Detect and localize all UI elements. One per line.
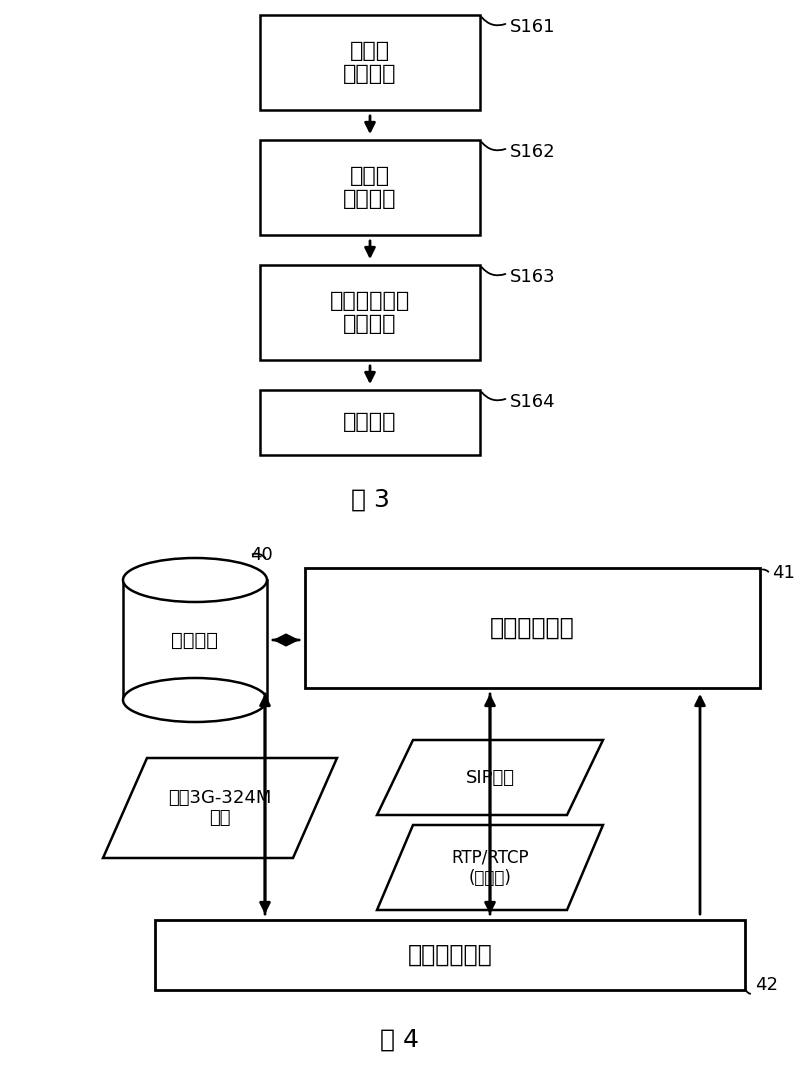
Text: 视频业务系统: 视频业务系统 [408, 943, 492, 967]
Text: S162: S162 [510, 143, 556, 161]
Text: S164: S164 [510, 393, 556, 411]
Text: 流媒体源: 流媒体源 [171, 630, 218, 650]
Ellipse shape [123, 678, 267, 723]
Text: SIP消息: SIP消息 [466, 769, 514, 787]
Ellipse shape [123, 559, 267, 602]
Polygon shape [103, 758, 337, 858]
Text: S161: S161 [510, 18, 555, 36]
Text: 41: 41 [772, 564, 795, 582]
Text: 基于3G-324M
消息: 基于3G-324M 消息 [168, 789, 272, 828]
FancyBboxPatch shape [260, 390, 480, 455]
Text: 视频流
信号获取: 视频流 信号获取 [343, 41, 397, 84]
Text: 视频测试装置: 视频测试装置 [490, 616, 575, 640]
Text: RTP/RTCP
(媒体流): RTP/RTCP (媒体流) [451, 848, 529, 887]
FancyBboxPatch shape [305, 568, 760, 688]
Text: 42: 42 [755, 976, 778, 994]
Text: 视频质量: 视频质量 [343, 413, 397, 432]
FancyBboxPatch shape [260, 265, 480, 360]
Text: 图 4: 图 4 [381, 1028, 419, 1052]
Text: 视频流
信号存储: 视频流 信号存储 [343, 166, 397, 209]
Text: S163: S163 [510, 268, 556, 286]
FancyBboxPatch shape [155, 920, 745, 991]
Polygon shape [377, 740, 603, 815]
Polygon shape [377, 825, 603, 910]
Text: 40: 40 [250, 546, 273, 564]
Text: 图 3: 图 3 [350, 488, 390, 512]
FancyBboxPatch shape [260, 140, 480, 235]
Text: 与视频源文件
进行比较: 与视频源文件 进行比较 [330, 291, 410, 334]
FancyBboxPatch shape [260, 15, 480, 110]
